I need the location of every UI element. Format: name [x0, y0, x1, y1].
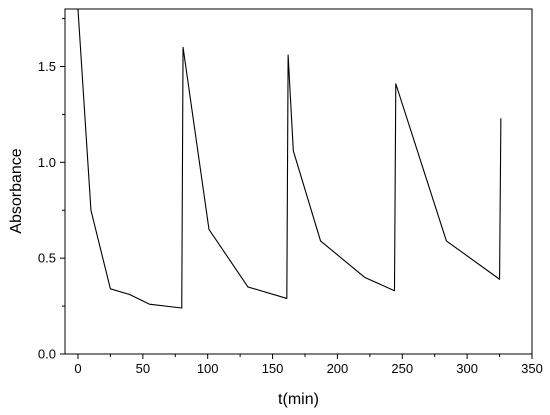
y-axis-title: Absorbance	[8, 148, 25, 233]
series-layer	[77, 9, 502, 309]
x-tick-label: 350	[521, 361, 543, 376]
series-line-1	[77, 9, 502, 309]
x-tick-label: 200	[327, 361, 349, 376]
y-tick-label: 1.5	[38, 59, 56, 74]
x-tick-label: 150	[262, 361, 284, 376]
ticks-layer: 0 50 100 150 200 250 300 350 0.0 0.5 1.0 1.5	[38, 18, 543, 376]
x-tick-label: 100	[197, 361, 219, 376]
x-tick-label: 0	[74, 361, 81, 376]
x-axis-title: t(min)	[278, 391, 319, 408]
y-tick-label: 0.5	[38, 251, 56, 266]
plot-frame	[64, 8, 533, 355]
x-tick-label: 50	[136, 361, 150, 376]
x-tick-label: 250	[391, 361, 413, 376]
x-tick-label: 300	[456, 361, 478, 376]
y-tick-label: 1.0	[38, 155, 56, 170]
y-tick-label: 0.0	[38, 347, 56, 362]
